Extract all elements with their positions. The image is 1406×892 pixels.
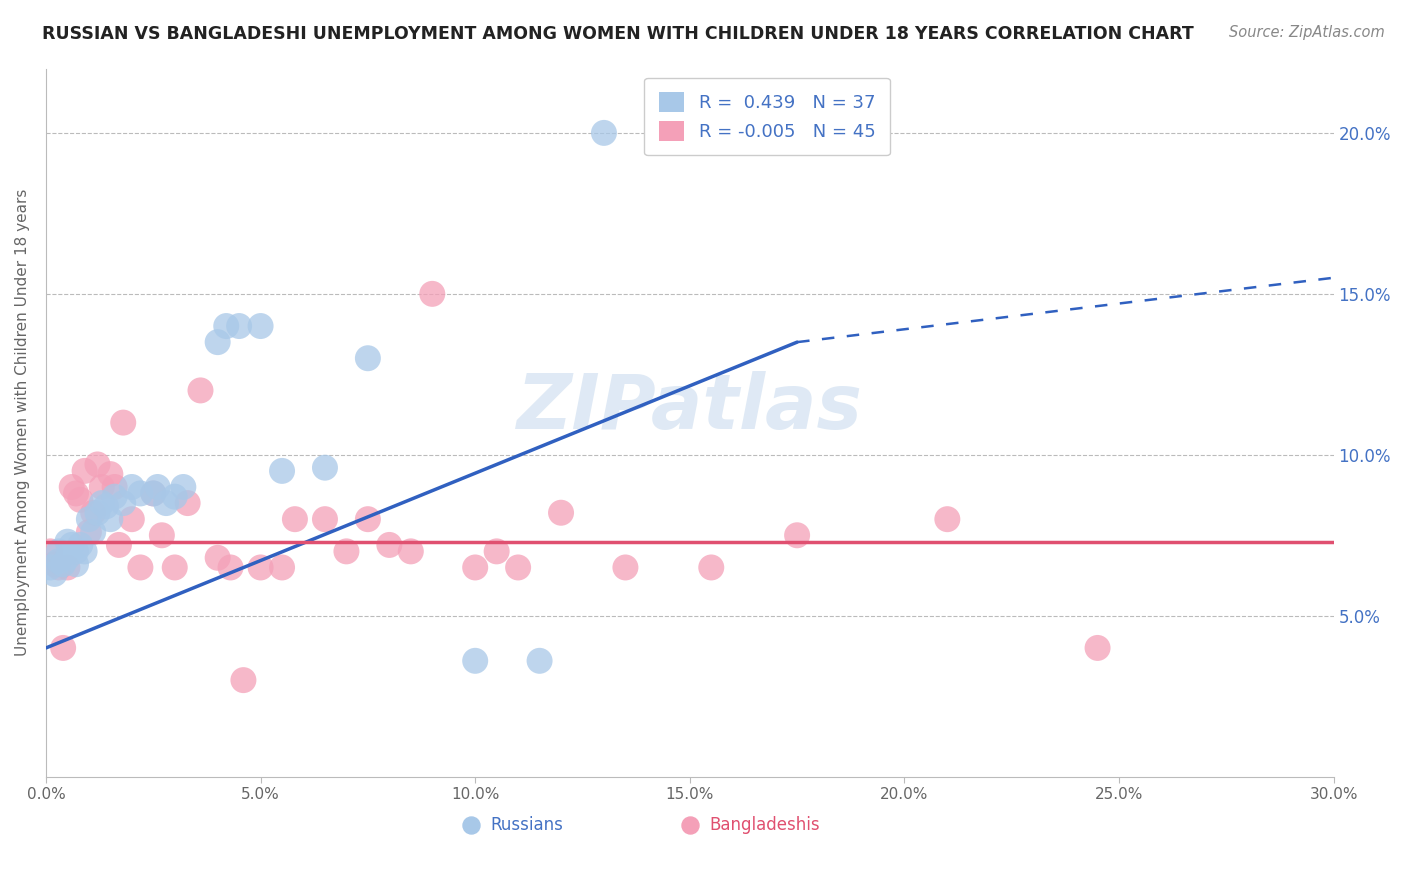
Point: [112, 416, 135, 430]
Point: [614, 560, 637, 574]
Point: [786, 528, 808, 542]
Point: [39, 544, 62, 558]
Text: RUSSIAN VS BANGLADESHI UNEMPLOYMENT AMONG WOMEN WITH CHILDREN UNDER 18 YEARS COR: RUSSIAN VS BANGLADESHI UNEMPLOYMENT AMON…: [42, 25, 1194, 43]
Point: [150, 528, 173, 542]
Point: [56, 534, 79, 549]
Text: Bangladeshis: Bangladeshis: [709, 816, 820, 834]
Point: [104, 480, 127, 494]
Point: [73, 464, 96, 478]
Point: [271, 560, 294, 574]
Text: Russians: Russians: [491, 816, 562, 834]
Point: [207, 335, 229, 350]
Point: [65, 544, 87, 558]
Point: [60, 538, 83, 552]
Point: [271, 464, 294, 478]
Point: [39, 560, 62, 574]
Point: [508, 560, 530, 574]
Point: [314, 512, 336, 526]
Point: [207, 550, 229, 565]
Point: [219, 560, 242, 574]
Point: [464, 560, 486, 574]
Point: [129, 560, 152, 574]
Point: [52, 558, 75, 572]
Point: [142, 486, 165, 500]
Point: [314, 460, 336, 475]
Point: [529, 654, 551, 668]
Point: [420, 286, 443, 301]
Point: [121, 512, 143, 526]
Point: [77, 524, 100, 539]
Point: [104, 490, 127, 504]
Point: [464, 654, 486, 668]
Point: [232, 673, 254, 687]
Point: [593, 126, 616, 140]
Point: [108, 538, 131, 552]
Point: [249, 319, 271, 334]
Point: [146, 480, 169, 494]
Point: [357, 512, 380, 526]
Point: [52, 640, 75, 655]
Point: [485, 544, 508, 558]
Point: [48, 544, 70, 558]
Point: [60, 480, 83, 494]
Point: [176, 496, 198, 510]
Point: [56, 550, 79, 565]
Point: [82, 506, 104, 520]
Point: [69, 492, 91, 507]
Text: Source: ZipAtlas.com: Source: ZipAtlas.com: [1229, 25, 1385, 40]
Point: [357, 351, 380, 366]
Point: [399, 544, 422, 558]
Point: [69, 538, 91, 552]
Point: [172, 480, 194, 494]
Y-axis label: Unemployment Among Women with Children Under 18 years: Unemployment Among Women with Children U…: [15, 189, 30, 657]
Point: [1087, 640, 1109, 655]
Point: [190, 384, 212, 398]
Point: [215, 319, 238, 334]
Point: [56, 560, 79, 574]
Point: [98, 467, 121, 482]
Point: [86, 506, 108, 520]
Point: [378, 538, 401, 552]
Point: [155, 496, 177, 510]
Point: [44, 558, 66, 572]
Point: [48, 554, 70, 568]
Point: [65, 486, 87, 500]
Point: [86, 458, 108, 472]
Point: [163, 490, 186, 504]
Point: [77, 512, 100, 526]
Point: [44, 566, 66, 581]
Legend: R =  0.439   N = 37, R = -0.005   N = 45: R = 0.439 N = 37, R = -0.005 N = 45: [644, 78, 890, 155]
Point: [121, 480, 143, 494]
Point: [142, 486, 165, 500]
Point: [249, 560, 271, 574]
Point: [700, 560, 723, 574]
Point: [163, 560, 186, 574]
Point: [284, 512, 307, 526]
Point: [73, 544, 96, 558]
Point: [112, 496, 135, 510]
Point: [98, 512, 121, 526]
Text: ZIPatlas: ZIPatlas: [517, 371, 863, 445]
Point: [228, 319, 250, 334]
Point: [82, 524, 104, 539]
Point: [90, 480, 112, 494]
Point: [90, 496, 112, 510]
Point: [48, 560, 70, 574]
Point: [936, 512, 959, 526]
Point: [65, 558, 87, 572]
Point: [129, 486, 152, 500]
Point: [335, 544, 357, 558]
Point: [94, 500, 117, 514]
Point: [550, 506, 572, 520]
